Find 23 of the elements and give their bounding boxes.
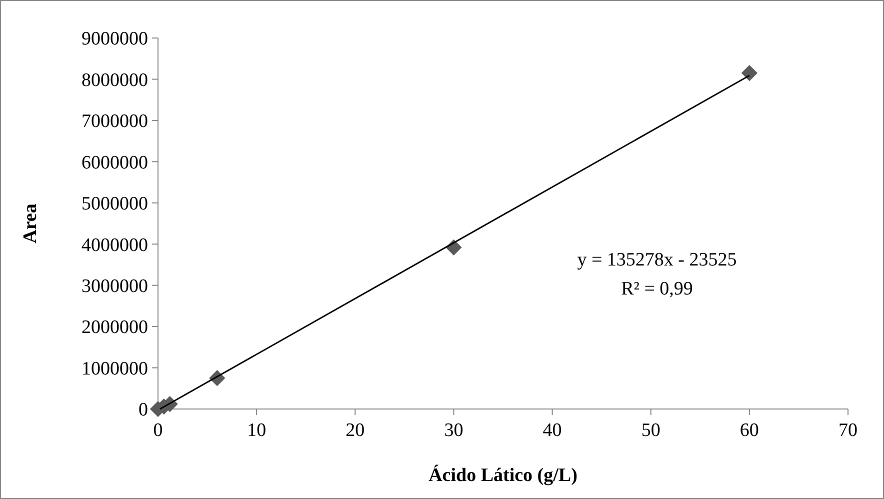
point xyxy=(741,64,758,82)
y-tick-label: 7000000 xyxy=(82,111,148,132)
y-tick-label: 4000000 xyxy=(82,234,148,256)
x-tick-label: 10 xyxy=(247,420,266,441)
y-tick-label: 8000000 xyxy=(82,70,148,91)
x-tick-label: 60 xyxy=(740,420,759,441)
annotation: R² = 0,99 xyxy=(621,278,693,300)
x-tick-label: 30 xyxy=(444,420,464,441)
y-tick-label: 5000000 xyxy=(82,194,148,215)
x-tick-label: 20 xyxy=(346,420,365,441)
x-tick-label: 40 xyxy=(542,420,562,441)
x-tick-label: 50 xyxy=(641,420,660,441)
y-tick-label: 3000000 xyxy=(82,276,148,297)
y-tick-label: 0 xyxy=(138,400,148,421)
x-axis-title: Ácido Lático (g/L) xyxy=(428,464,578,486)
y-tick-label: 6000000 xyxy=(82,152,148,174)
y-axis-title: Area xyxy=(20,203,41,244)
x-tick-label: 0 xyxy=(153,420,163,441)
y-tick-label: 9000000 xyxy=(82,28,148,50)
x-tick-label: 70 xyxy=(838,420,858,441)
annotation: y = 135278x - 23525 xyxy=(577,250,737,271)
y-tick-label: 1000000 xyxy=(82,358,148,380)
y-tick-label: 2000000 xyxy=(82,317,148,338)
